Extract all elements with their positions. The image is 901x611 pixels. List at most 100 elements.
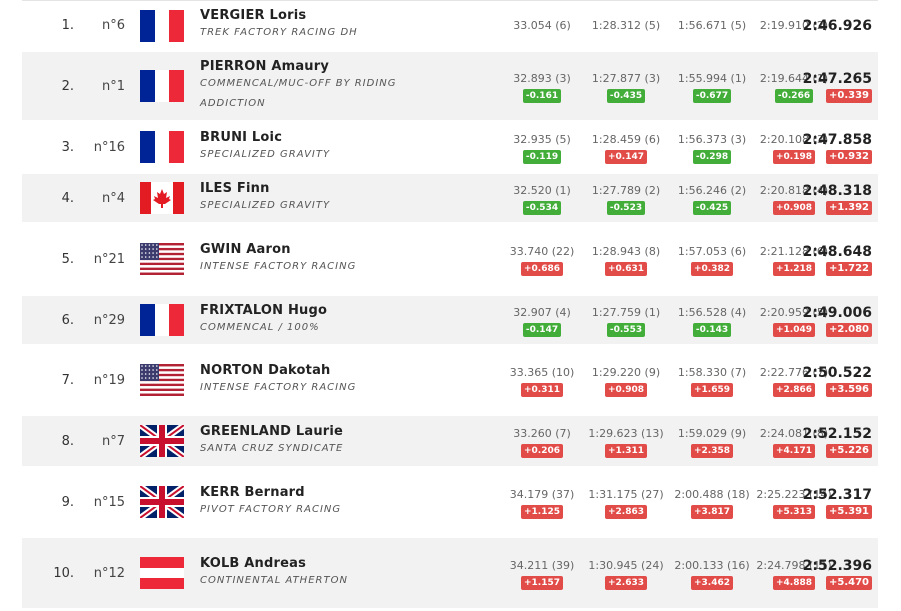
split-delta: +1.049 <box>772 323 815 337</box>
split-cell: 2:24.081 (8) +4.171 <box>750 416 838 466</box>
split-time: 1:28.943 (8) <box>591 245 661 258</box>
total-cell: 2:52.152 +5.226 <box>782 416 872 466</box>
country-flag <box>140 296 184 344</box>
split-cell: 1:29.623 (13) +1.311 <box>582 416 670 466</box>
split-cell: 1:28.943 (8) +0.631 <box>582 224 670 294</box>
split-delta: +5.313 <box>772 505 815 519</box>
split-cell: 2:20.818 (4) +0.908 <box>750 174 838 222</box>
result-row: 6. n°29 FRIXTALON Hugo COMMENCAL / 100% 32.9… <box>22 296 878 346</box>
bib-number: n°7 <box>101 433 125 449</box>
result-row: 4. n°4 ILES Finn SPECIALIZED GRAVITY 32.520 … <box>22 174 878 224</box>
rider-cell: ILES Finn SPECIALIZED GRAVITY <box>200 174 436 222</box>
split-delta: +0.382 <box>690 262 733 276</box>
rider-cell: KOLB Andreas CONTINENTAL ATHERTON <box>200 538 436 608</box>
split-cell: 1:29.220 (9) +0.908 <box>582 346 670 414</box>
split-delta: +2.633 <box>604 576 647 590</box>
result-row: 1. n°6 VERGIER Loris TREK FACTORY RACING DH… <box>22 1 878 52</box>
total-time: 2:48.318 <box>802 183 872 199</box>
bib-number: n°4 <box>101 190 125 206</box>
total-time: 2:52.152 <box>802 426 872 442</box>
split-delta: +1.659 <box>690 383 733 397</box>
split-time: 2:20.959 (5) <box>759 306 829 319</box>
gap-to-leader: +1.722 <box>825 262 872 276</box>
bib-number: n°19 <box>93 372 125 388</box>
split-cell: 1:28.312 (5) <box>582 1 670 50</box>
split-delta: +2.358 <box>690 444 733 458</box>
split-time: 2:24.798 (11) <box>756 559 832 572</box>
result-row: 2. n°1 PIERRON Amaury COMMENCAL/MUC-OFF BY … <box>22 52 878 122</box>
split-cell: 33.054 (6) <box>498 1 586 50</box>
result-row: 7. n°19 NORTON Dakotah INTENSE FACTORY RACI… <box>22 346 878 416</box>
position: 2. <box>61 78 74 94</box>
split-delta: +4.888 <box>772 576 815 590</box>
split-time: 1:29.220 (9) <box>591 366 661 379</box>
split-time: 1:29.623 (13) <box>588 427 664 440</box>
position: 9. <box>61 494 74 510</box>
split-time: 1:28.459 (6) <box>591 133 661 146</box>
split-cell: 2:22.776 (7) +2.866 <box>750 346 838 414</box>
split-cell: 2:19.644 (1) -0.266 <box>750 52 838 120</box>
rider-name: NORTON Dakotah <box>200 362 331 378</box>
split-time: 33.260 (7) <box>513 427 571 440</box>
split-cell: 2:00.133 (16) +3.462 <box>668 538 756 608</box>
split-cell: 2:24.798 (11) +4.888 <box>750 538 838 608</box>
split-time: 2:00.133 (16) <box>674 559 750 572</box>
total-cell: 2:47.858 +0.932 <box>782 122 872 172</box>
split-delta: -0.425 <box>692 201 732 215</box>
split-time: 1:58.330 (7) <box>677 366 747 379</box>
split-delta: -0.143 <box>692 323 732 337</box>
gap-to-leader: +5.226 <box>825 444 872 458</box>
split-delta: +0.686 <box>520 262 563 276</box>
split-time: 1:56.528 (4) <box>677 306 747 319</box>
rider-cell: NORTON Dakotah INTENSE FACTORY RACING <box>200 346 436 414</box>
split-time: 1:56.373 (3) <box>677 133 747 146</box>
split-delta: +0.147 <box>604 150 647 164</box>
split-time: 2:21.128 (6) <box>759 245 829 258</box>
split-cell: 1:27.789 (2) -0.523 <box>582 174 670 222</box>
country-flag <box>140 468 184 536</box>
team-name: SANTA CRUZ SYNDICATE <box>200 442 344 454</box>
split-cell: 2:21.128 (6) +1.218 <box>750 224 838 294</box>
total-time: 2:48.648 <box>802 244 872 260</box>
gap-to-leader: +3.596 <box>825 383 872 397</box>
split-delta: +0.198 <box>772 150 815 164</box>
split-cell: 1:56.671 (5) <box>668 1 756 50</box>
split-time: 34.179 (37) <box>509 488 575 501</box>
split-time: 1:57.053 (6) <box>677 245 747 258</box>
rider-cell: BRUNI Loic SPECIALIZED GRAVITY <box>200 122 436 172</box>
split-delta: -0.523 <box>606 201 646 215</box>
split-delta: +0.908 <box>604 383 647 397</box>
split-cell: 2:19.910 (2) <box>750 1 838 50</box>
split-delta: -0.435 <box>606 89 646 103</box>
rider-cell: GWIN Aaron INTENSE FACTORY RACING <box>200 224 436 294</box>
split-delta: -0.553 <box>606 323 646 337</box>
split-delta: -0.147 <box>522 323 562 337</box>
split-cell: 34.179 (37) +1.125 <box>498 468 586 536</box>
rider-name: ILES Finn <box>200 180 270 196</box>
gap-to-leader: +5.470 <box>825 576 872 590</box>
split-cell: 32.907 (4) -0.147 <box>498 296 586 344</box>
split-time: 32.520 (1) <box>513 184 571 197</box>
rider-name: BRUNI Loic <box>200 129 283 145</box>
split-delta: -0.119 <box>522 150 562 164</box>
split-time: 33.740 (22) <box>509 245 575 258</box>
split-time: 1:56.246 (2) <box>677 184 747 197</box>
split-time: 32.893 (3) <box>513 72 571 85</box>
split-cell: 33.740 (22) +0.686 <box>498 224 586 294</box>
rider-cell: VERGIER Loris TREK FACTORY RACING DH <box>200 1 436 50</box>
split-time: 2:19.644 (1) <box>759 72 829 85</box>
team-name: COMMENCAL/MUC-OFF BY RIDING ADDICTION <box>200 77 397 109</box>
split-cell: 1:56.528 (4) -0.143 <box>668 296 756 344</box>
gap-to-leader: +0.339 <box>825 89 872 103</box>
team-name: CONTINENTAL ATHERTON <box>200 574 348 586</box>
bib-number: n°12 <box>93 565 125 581</box>
total-cell: 2:52.317 +5.391 <box>782 468 872 536</box>
split-delta: -0.161 <box>522 89 562 103</box>
split-time: 2:25.223 (14) <box>756 488 832 501</box>
rider-name: VERGIER Loris <box>200 8 307 23</box>
result-row: 3. n°16 BRUNI Loic SPECIALIZED GRAVITY 32.93… <box>22 122 878 174</box>
split-time: 1:56.671 (5) <box>677 18 747 32</box>
split-delta: +2.863 <box>604 505 647 519</box>
split-delta: +0.631 <box>604 262 647 276</box>
split-cell: 32.893 (3) -0.161 <box>498 52 586 120</box>
